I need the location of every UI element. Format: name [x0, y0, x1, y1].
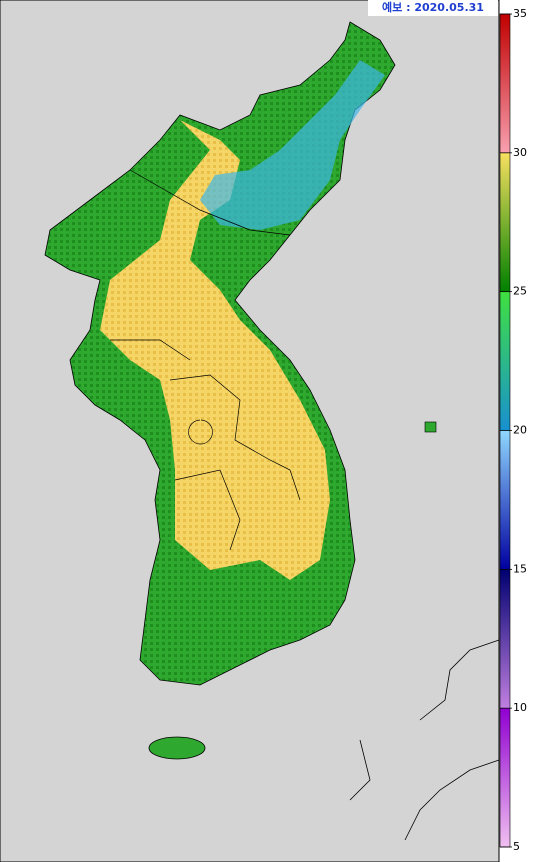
tick-label: 5	[513, 840, 520, 853]
tick-label: 30	[513, 146, 527, 159]
colorbar-band	[500, 708, 510, 847]
tick-label: 20	[513, 424, 527, 437]
colorbar-band	[500, 152, 510, 292]
ulleung-island	[424, 421, 437, 433]
japan-coast	[349, 639, 500, 841]
colorbar-band	[500, 291, 510, 431]
colorbar-band	[500, 430, 510, 570]
colorbar-band	[500, 569, 510, 709]
warm-region	[100, 120, 330, 580]
label-box	[368, 0, 498, 16]
admin-borders	[110, 169, 301, 551]
tick-label: 35	[513, 7, 527, 20]
colorbar-band	[500, 14, 510, 153]
cool-region	[200, 60, 385, 230]
tick-label: 15	[513, 562, 527, 575]
forecast-label: 예보 : 2020.05.31	[382, 0, 484, 14]
tick-label: 10	[513, 701, 527, 714]
tick-label: 25	[513, 285, 527, 298]
jeju-island	[148, 736, 206, 760]
